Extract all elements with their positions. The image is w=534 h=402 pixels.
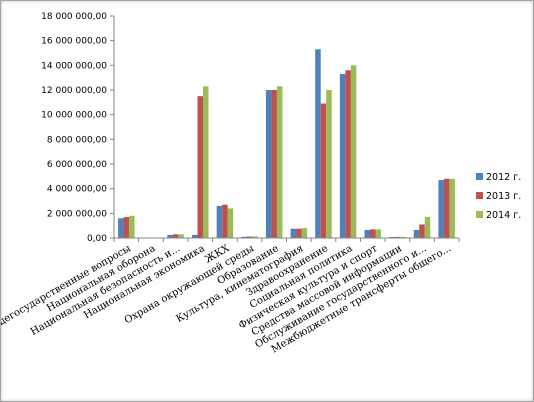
y-tick-label: 10 000 000,00 <box>41 111 107 121</box>
bar <box>203 86 209 238</box>
legend-swatch <box>476 192 483 199</box>
bar <box>438 180 444 238</box>
bar <box>271 90 277 238</box>
bar <box>394 236 401 238</box>
bar <box>443 178 450 238</box>
bar <box>129 215 135 238</box>
bars <box>118 49 455 239</box>
legend-label: 2014 г. <box>486 210 521 221</box>
bar <box>320 103 327 238</box>
bar <box>118 218 124 238</box>
bar <box>123 217 130 238</box>
legend: 2012 г. 2013 г. 2014 г. <box>476 172 521 221</box>
bar <box>290 228 297 238</box>
legend-label: 2013 г. <box>486 191 521 202</box>
y-tick-label: 0,00 <box>87 234 107 244</box>
bar <box>276 86 283 238</box>
bar <box>449 178 455 238</box>
bar <box>216 205 223 238</box>
bar <box>167 234 173 238</box>
bar <box>227 208 234 238</box>
x-axis: Общегосударственные вопросыНациональная … <box>1 237 460 355</box>
bar <box>350 65 357 238</box>
legend-swatch <box>476 173 483 180</box>
y-tick-label: 2 000 000,00 <box>47 209 107 219</box>
y-tick-label: 4 000 000,00 <box>47 185 107 195</box>
bar <box>370 229 376 238</box>
bar <box>246 236 253 238</box>
bar <box>364 229 370 238</box>
y-tick-label: 16 000 000,00 <box>41 37 107 47</box>
y-axis: 0,00 2 000 000,00 4 000 000,00 6 000 000,00… <box>41 12 115 244</box>
bar <box>375 229 381 238</box>
bar <box>345 70 351 239</box>
y-tick-label: 12 000 000,00 <box>41 86 107 96</box>
bar <box>413 229 420 238</box>
bar <box>315 49 321 238</box>
bar <box>301 228 308 238</box>
bar <box>197 96 203 239</box>
bar <box>296 228 302 238</box>
y-tick-label: 6 000 000,00 <box>47 160 107 170</box>
bar <box>172 234 179 238</box>
bar <box>326 90 332 238</box>
bar <box>339 73 346 238</box>
bar <box>222 204 228 238</box>
y-tick-label: 8 000 000,00 <box>47 135 107 145</box>
legend-swatch <box>476 211 483 218</box>
legend-label: 2012 г. <box>486 172 521 183</box>
bar <box>192 234 198 238</box>
bar <box>265 90 272 238</box>
bar <box>400 236 406 238</box>
y-tick-label: 18 000 000,00 <box>41 12 107 22</box>
y-tick-label: 14 000 000,00 <box>41 61 107 71</box>
bar <box>419 224 425 238</box>
bar <box>252 236 258 238</box>
bar <box>424 217 431 238</box>
bar <box>178 234 184 238</box>
bar <box>241 236 247 238</box>
